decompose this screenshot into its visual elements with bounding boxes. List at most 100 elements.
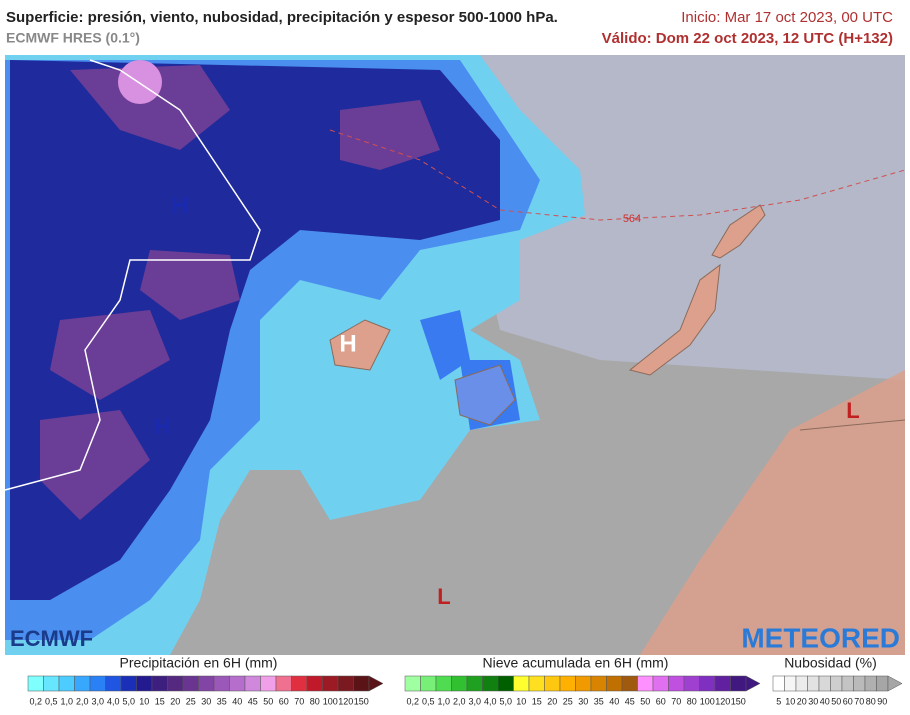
legend-label: 5,0 xyxy=(499,696,512,706)
legend-label: 60 xyxy=(656,696,666,706)
legend-swatch xyxy=(58,675,75,692)
legend-label: 40 xyxy=(609,696,619,706)
legend-swatch xyxy=(807,675,820,692)
legend-swatch xyxy=(244,675,261,692)
legend-label: 30 xyxy=(578,696,588,706)
legend-label: 1,0 xyxy=(437,696,450,706)
legend-arrow xyxy=(745,675,761,692)
legend-swatch xyxy=(853,675,866,692)
legend-swatch xyxy=(182,675,199,692)
legend-swatch xyxy=(198,675,215,692)
low: L xyxy=(846,398,859,423)
model: ECMWF HRES (0.1°) xyxy=(6,30,140,46)
legend-swatch xyxy=(637,675,654,692)
legend-swatch xyxy=(151,675,168,692)
legend-label: 1,0 xyxy=(60,696,73,706)
legend-label: 4,0 xyxy=(107,696,120,706)
legend-swatch xyxy=(337,675,354,692)
legend-swatch xyxy=(876,675,889,692)
legend-swatch xyxy=(229,675,246,692)
high: H xyxy=(154,414,170,439)
legend-label: 70 xyxy=(854,696,864,706)
legend-label: 120 xyxy=(715,696,730,706)
legend-swatch xyxy=(513,675,530,692)
legend-swatch xyxy=(699,675,716,692)
legend-label: 150 xyxy=(354,696,369,706)
legend-label: 10 xyxy=(785,696,795,706)
legend-swatch xyxy=(260,675,277,692)
legend-swatch xyxy=(544,675,561,692)
legend-swatch xyxy=(167,675,184,692)
legend-swatch xyxy=(497,675,514,692)
legend-swatch xyxy=(841,675,854,692)
legend-label: 150 xyxy=(731,696,746,706)
legend-label: 80 xyxy=(310,696,320,706)
legend-swatch xyxy=(621,675,638,692)
legend-label: 30 xyxy=(808,696,818,706)
legend-swatch xyxy=(784,675,797,692)
legend-label: 25 xyxy=(563,696,573,706)
map: H H H L L 564 ECMWF METEORED xyxy=(4,55,906,655)
legend-label: 80 xyxy=(866,696,876,706)
legend-label: 0,2 xyxy=(406,696,419,706)
legend-swatch xyxy=(89,675,106,692)
legend-swatch xyxy=(291,675,308,692)
legend-label: 60 xyxy=(279,696,289,706)
legend-label: 40 xyxy=(232,696,242,706)
legend-label: 3,0 xyxy=(468,696,481,706)
legend-swatch xyxy=(683,675,700,692)
logo-meteored: METEORED xyxy=(741,622,900,653)
legend-label: 20 xyxy=(547,696,557,706)
legend-title: Nubosidad (%) xyxy=(784,655,877,671)
legend-swatch xyxy=(559,675,576,692)
legend-swatch xyxy=(864,675,877,692)
legend-label: 0,5 xyxy=(422,696,435,706)
legend-swatch xyxy=(27,675,44,692)
legend-swatch xyxy=(466,675,483,692)
legend-swatch xyxy=(43,675,60,692)
legend-label: 0,2 xyxy=(29,696,42,706)
legend-arrow xyxy=(368,675,384,692)
legend-label: 10 xyxy=(516,696,526,706)
legend-swatch xyxy=(136,675,153,692)
high: H xyxy=(339,330,356,357)
legend-label: 10 xyxy=(139,696,149,706)
legend-swatch xyxy=(322,675,339,692)
valid-time: Válido: Dom 22 oct 2023, 12 UTC (H+132) xyxy=(602,30,893,47)
legend-swatch xyxy=(795,675,808,692)
legend-label: 50 xyxy=(831,696,841,706)
legend-title: Nieve acumulada en 6H (mm) xyxy=(483,655,669,671)
legend-label: 100 xyxy=(323,696,338,706)
legend-swatch xyxy=(275,675,292,692)
legend-label: 15 xyxy=(532,696,542,706)
legend-label: 2,0 xyxy=(453,696,466,706)
legend-label: 45 xyxy=(248,696,258,706)
legend-label: 5 xyxy=(776,696,781,706)
legend-swatch xyxy=(420,675,437,692)
legend-label: 20 xyxy=(797,696,807,706)
legend-title: Precipitación en 6H (mm) xyxy=(120,655,278,671)
legend-swatch xyxy=(668,675,685,692)
legend-arrow xyxy=(887,675,903,692)
start-time: Inicio: Mar 17 oct 2023, 00 UTC xyxy=(681,9,893,26)
legend-label: 2,0 xyxy=(76,696,89,706)
legend-swatch xyxy=(306,675,323,692)
legend-swatch xyxy=(772,675,785,692)
legend-label: 70 xyxy=(671,696,681,706)
legend-swatch xyxy=(105,675,122,692)
legend-label: 20 xyxy=(170,696,180,706)
legend-label: 70 xyxy=(294,696,304,706)
thickness-label: 564 xyxy=(623,213,641,225)
legend-label: 30 xyxy=(201,696,211,706)
legend-label: 120 xyxy=(338,696,353,706)
legend-label: 35 xyxy=(217,696,227,706)
legend-label: 50 xyxy=(640,696,650,706)
legend-label: 45 xyxy=(625,696,635,706)
legend-swatch xyxy=(830,675,843,692)
legend-swatch xyxy=(606,675,623,692)
low: L xyxy=(437,584,450,609)
legend-label: 100 xyxy=(700,696,715,706)
legend-swatch xyxy=(435,675,452,692)
title: Superficie: presión, viento, nubosidad, … xyxy=(6,9,558,26)
legend-swatch xyxy=(652,675,669,692)
